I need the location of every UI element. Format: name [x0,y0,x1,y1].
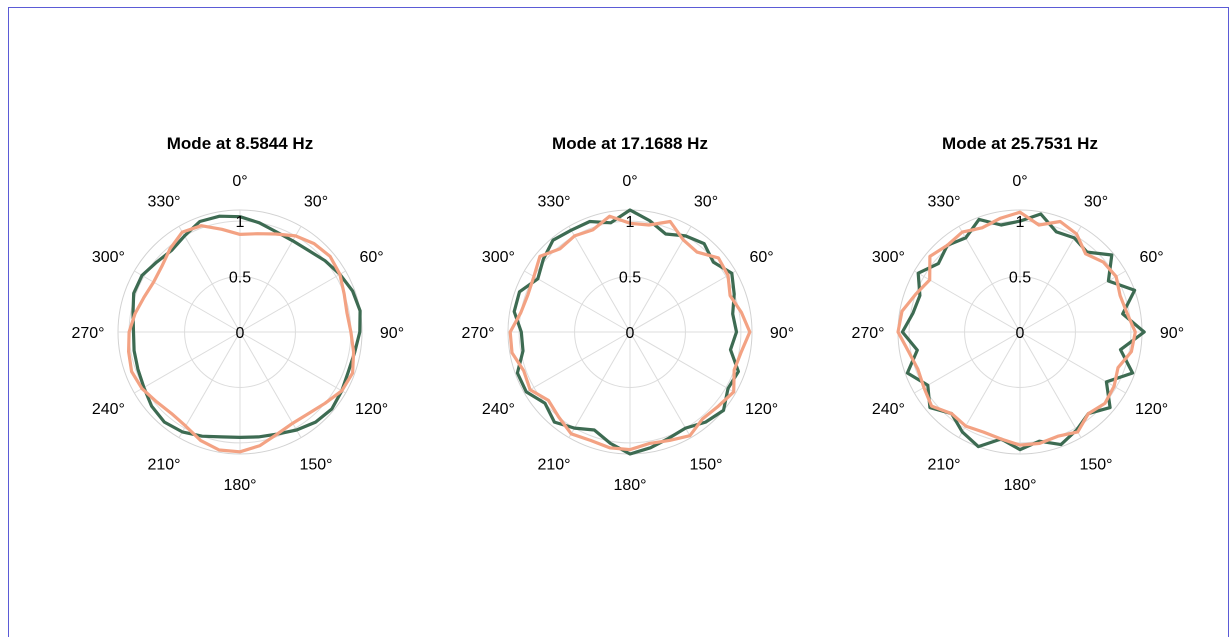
theta-tick-label: 150° [689,457,722,474]
r-tick-label: 1 [1016,214,1025,231]
theta-tick-label: 0° [622,173,637,190]
series-line-2 [127,224,356,454]
polar-chart-3: Mode at 25.7531 Hz 0 0.5 1 0° 30° 60° 90° 120° 15… [851,134,1184,494]
theta-grid-line [958,226,1021,333]
theta-tick-label: 0° [232,173,247,190]
theta-grid-line [239,226,302,333]
theta-tick-label: 330° [147,193,180,210]
series-line-1 [900,212,1146,452]
theta-tick-label: 90° [380,325,404,342]
theta-grid-line [629,226,692,333]
theta-tick-label: 240° [482,401,515,418]
theta-tick-label: 60° [1139,249,1163,266]
theta-tick-label: 120° [355,401,388,418]
theta-tick-label: 90° [770,325,794,342]
theta-grid-line [914,331,1021,394]
theta-tick-label: 30° [1084,193,1108,210]
theta-tick-label: 180° [613,477,646,494]
theta-tick-label: 30° [304,193,328,210]
theta-tick-label: 180° [223,477,256,494]
theta-grid-line [629,331,692,438]
theta-tick-label: 150° [1079,457,1112,474]
theta-tick-label: 240° [872,401,905,418]
theta-tick-label: 270° [851,325,884,342]
theta-grid-line [134,270,241,333]
theta-tick-label: 210° [927,457,960,474]
theta-grid-line [1019,331,1126,394]
theta-grid-line [524,270,631,333]
r-tick-label: 0 [1016,325,1025,342]
theta-tick-label: 120° [745,401,778,418]
series-line-2 [896,210,1137,447]
r-tick-label: 0.5 [229,270,251,287]
theta-tick-label: 60° [749,249,773,266]
theta-grid-line [524,331,631,394]
theta-tick-label: 90° [1160,325,1184,342]
r-tick-label: 0 [236,325,245,342]
theta-tick-label: 330° [927,193,960,210]
r-tick-label: 1 [626,214,635,231]
theta-grid-line [134,331,241,394]
chart-title: Mode at 17.1688 Hz [552,134,708,153]
theta-grid-line [914,270,1021,333]
theta-tick-label: 120° [1135,401,1168,418]
chart-title: Mode at 8.5844 Hz [167,134,313,153]
theta-grid-line [239,331,302,438]
theta-tick-label: 30° [694,193,718,210]
chart-title: Mode at 25.7531 Hz [942,134,1098,153]
theta-grid-line [958,331,1021,438]
theta-tick-label: 150° [299,457,332,474]
r-tick-label: 0 [626,325,635,342]
theta-grid-line [178,331,241,438]
series-line-2 [508,214,752,452]
theta-tick-label: 0° [1012,173,1027,190]
theta-grid-line [178,226,241,333]
series-line-1 [512,208,741,456]
theta-tick-label: 300° [872,249,905,266]
theta-grid-line [568,331,631,438]
figure-frame [8,7,1229,637]
theta-grid-line [239,331,346,394]
r-tick-label: 1 [236,214,245,231]
r-tick-label: 0.5 [619,270,641,287]
theta-grid-line [629,331,736,394]
theta-tick-label: 210° [147,457,180,474]
theta-grid-line [1019,226,1082,333]
theta-tick-label: 300° [92,249,125,266]
theta-tick-label: 270° [461,325,494,342]
theta-tick-label: 60° [359,249,383,266]
r-tick-label: 0.5 [1009,270,1031,287]
polar-chart-1: Mode at 8.5844 Hz 0 0.5 1 0° 30° 60° 90° 120° 150… [71,134,404,494]
theta-tick-label: 240° [92,401,125,418]
theta-grid-line [239,270,346,333]
theta-tick-label: 300° [482,249,515,266]
theta-tick-label: 210° [537,457,570,474]
polar-chart-2: Mode at 17.1688 Hz 0 0.5 1 0° 30° 60° 90° 120° 15… [461,134,794,494]
theta-tick-label: 330° [537,193,570,210]
theta-grid-line [629,270,736,333]
theta-tick-label: 270° [71,325,104,342]
theta-grid-line [1019,331,1082,438]
theta-grid-line [568,226,631,333]
theta-tick-label: 180° [1003,477,1036,494]
